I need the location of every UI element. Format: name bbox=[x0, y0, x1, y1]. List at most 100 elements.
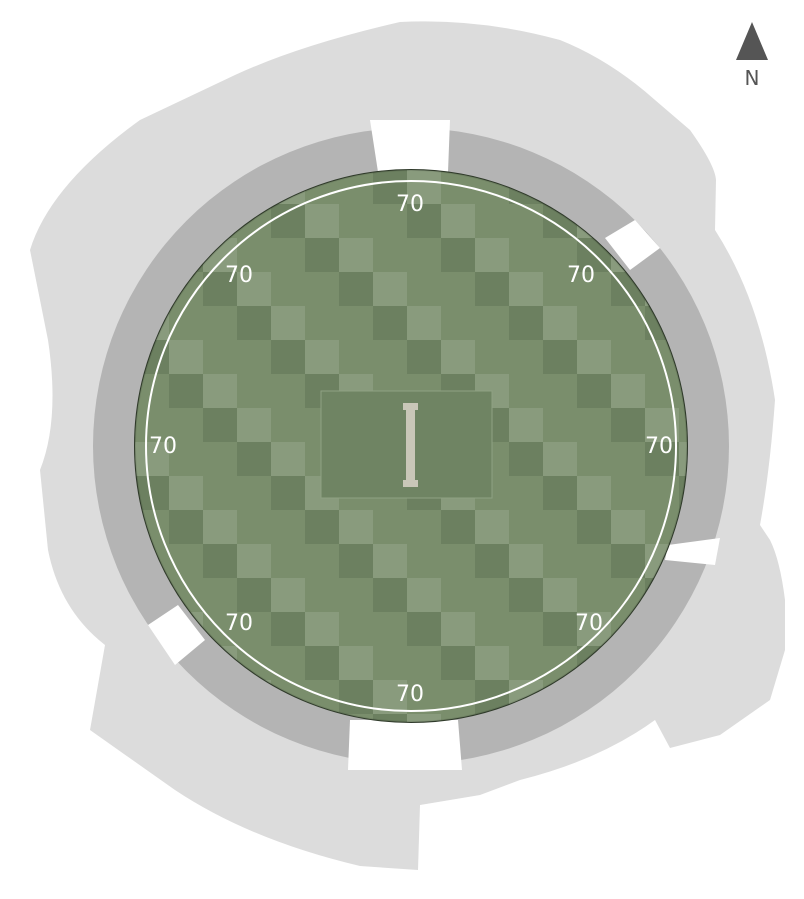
mowing-tile bbox=[271, 612, 305, 646]
mowing-tile bbox=[543, 442, 577, 476]
mowing-tile bbox=[169, 544, 203, 578]
mowing-tile bbox=[407, 680, 441, 714]
gap-northeast bbox=[605, 220, 660, 270]
mowing-tile bbox=[305, 306, 339, 340]
mowing-tile bbox=[237, 306, 271, 340]
mowing-tile bbox=[611, 544, 645, 578]
mowing-tile bbox=[475, 544, 509, 578]
mowing-tile bbox=[441, 510, 475, 544]
north-arrow-icon bbox=[736, 22, 768, 60]
mowing-tile bbox=[237, 374, 271, 408]
mowing-tile bbox=[339, 340, 373, 374]
mowing-tile bbox=[237, 340, 271, 374]
mowing-tile bbox=[611, 408, 645, 442]
mowing-tile bbox=[169, 510, 203, 544]
mowing-tile bbox=[373, 612, 407, 646]
mowing-tile bbox=[577, 612, 611, 646]
mowing-tile bbox=[271, 544, 305, 578]
north-label: N bbox=[745, 66, 760, 90]
mowing-tile bbox=[271, 476, 305, 510]
mowing-tile bbox=[475, 204, 509, 238]
mowing-tile bbox=[577, 408, 611, 442]
mowing-tile bbox=[577, 442, 611, 476]
mowing-tile bbox=[407, 714, 441, 722]
mowing-tile bbox=[509, 612, 543, 646]
mowing-tile bbox=[271, 306, 305, 340]
mowing-tile bbox=[577, 476, 611, 510]
north-arrow: N bbox=[736, 22, 768, 90]
mowing-tile bbox=[543, 340, 577, 374]
mowing-tile bbox=[271, 442, 305, 476]
mowing-tile bbox=[271, 408, 305, 442]
mowing-tile bbox=[237, 442, 271, 476]
mowing-tile bbox=[305, 544, 339, 578]
mowing-tile bbox=[373, 510, 407, 544]
mowing-tile bbox=[237, 408, 271, 442]
mowing-tile bbox=[305, 646, 339, 680]
distance-marker-ne: 70 bbox=[567, 263, 595, 288]
mowing-tile bbox=[203, 578, 237, 612]
mowing-tile bbox=[203, 544, 237, 578]
mowing-tile bbox=[441, 340, 475, 374]
mowing-tile bbox=[339, 544, 373, 578]
mowing-tile bbox=[577, 578, 611, 612]
mowing-tile bbox=[611, 510, 645, 544]
distance-marker-nw: 70 bbox=[225, 263, 253, 288]
mowing-tile bbox=[237, 238, 271, 272]
mowing-tile bbox=[237, 510, 271, 544]
mowing-tile bbox=[509, 578, 543, 612]
mowing-tile bbox=[611, 476, 645, 510]
mowing-tile bbox=[475, 612, 509, 646]
mowing-tile bbox=[373, 340, 407, 374]
mowing-tile bbox=[237, 612, 271, 646]
mowing-tile bbox=[407, 306, 441, 340]
mowing-tile bbox=[509, 646, 543, 680]
mowing-tile bbox=[441, 272, 475, 306]
mowing-tile bbox=[407, 238, 441, 272]
mowing-tile bbox=[543, 544, 577, 578]
distance-marker-e: 70 bbox=[645, 434, 673, 459]
mowing-tile bbox=[543, 408, 577, 442]
distance-marker-w: 70 bbox=[149, 434, 177, 459]
mowing-tile bbox=[407, 204, 441, 238]
mowing-tile bbox=[543, 578, 577, 612]
distance-marker-n: 70 bbox=[396, 192, 424, 217]
mowing-tile bbox=[407, 544, 441, 578]
mowing-tile bbox=[679, 408, 687, 442]
mowing-tile bbox=[509, 442, 543, 476]
mowing-tile bbox=[441, 578, 475, 612]
mowing-tile bbox=[373, 578, 407, 612]
mowing-tile bbox=[475, 306, 509, 340]
mowing-tile bbox=[305, 204, 339, 238]
mowing-tile bbox=[407, 340, 441, 374]
mowing-tile bbox=[237, 544, 271, 578]
crease-south bbox=[403, 480, 418, 487]
distance-marker-s: 70 bbox=[396, 682, 424, 707]
mowing-tile bbox=[611, 340, 645, 374]
mowing-tile bbox=[645, 374, 679, 408]
mowing-tile bbox=[679, 442, 687, 476]
mowing-tile bbox=[271, 238, 305, 272]
mowing-tile bbox=[373, 306, 407, 340]
mowing-tile bbox=[135, 442, 169, 476]
mowing-tile bbox=[271, 374, 305, 408]
mowing-tile bbox=[543, 476, 577, 510]
mowing-tile bbox=[509, 340, 543, 374]
mowing-tile bbox=[203, 442, 237, 476]
mowing-tile bbox=[203, 510, 237, 544]
mowing-tile bbox=[577, 510, 611, 544]
mowing-tile bbox=[339, 612, 373, 646]
mowing-tile bbox=[713, 748, 747, 782]
mowing-tile bbox=[305, 272, 339, 306]
mowing-tile bbox=[441, 612, 475, 646]
mowing-tile bbox=[169, 306, 203, 340]
mowing-tile bbox=[407, 170, 441, 204]
mowing-tile bbox=[271, 340, 305, 374]
mowing-tile bbox=[305, 340, 339, 374]
mowing-tile bbox=[407, 646, 441, 680]
mowing-tile bbox=[305, 578, 339, 612]
mowing-tile bbox=[509, 408, 543, 442]
mowing-tile bbox=[577, 544, 611, 578]
mowing-tile bbox=[509, 544, 543, 578]
